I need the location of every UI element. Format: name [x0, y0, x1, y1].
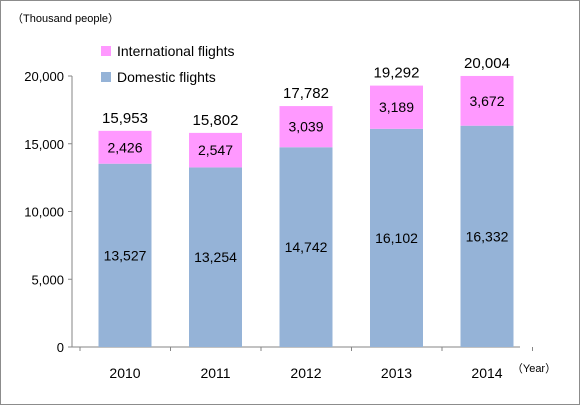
- x-tick-label: 2013: [381, 365, 412, 381]
- bar-segment-domestic: [98, 163, 152, 347]
- data-label-domestic: 16,332: [466, 228, 509, 244]
- data-label-international: 3,039: [288, 119, 323, 135]
- labels-group: 13,527 2,426 15,953 2010 13,254 2,547 15,802 20…: [102, 55, 510, 381]
- total-label: 15,802: [193, 112, 239, 129]
- x-tick-label: 2010: [109, 365, 140, 381]
- legend: International flights Domestic flights: [93, 37, 263, 93]
- legend-swatch-international: [101, 46, 111, 56]
- data-label-domestic: 13,254: [194, 249, 237, 265]
- bar-segment-international: [279, 106, 333, 148]
- y-tick-label: 10,000: [24, 205, 64, 220]
- total-label: 15,953: [102, 110, 148, 127]
- bars-group: [98, 75, 514, 347]
- y-tick-label: 5,000: [31, 272, 64, 287]
- x-tick-label: 2014: [471, 365, 502, 381]
- total-label: 19,292: [374, 65, 420, 82]
- bar-segment-domestic: [370, 128, 423, 347]
- y-tick-label: 0: [57, 340, 64, 355]
- data-label-international: 3,189: [379, 99, 414, 115]
- bar-segment-international: [370, 85, 423, 129]
- legend-swatch-domestic: [101, 72, 111, 82]
- x-tick-label: 2012: [290, 365, 321, 381]
- legend-label-domestic: Domestic flights: [117, 69, 216, 85]
- data-label-international: 3,672: [469, 93, 504, 109]
- x-axis-unit-label: （Year）: [512, 362, 556, 375]
- bar-segment-international: [460, 75, 514, 126]
- bar-segment-domestic: [189, 167, 242, 347]
- bar-segment-domestic: [279, 147, 333, 347]
- legend-box: [93, 37, 263, 93]
- data-label-domestic: 13,527: [104, 247, 147, 263]
- total-label: 20,004: [464, 55, 510, 72]
- y-axis-unit-label: （Thousand people）: [12, 12, 119, 25]
- y-tick-label: 15,000: [24, 137, 64, 152]
- data-label-international: 2,547: [198, 142, 233, 158]
- bar-segment-international: [98, 130, 152, 164]
- bar-segment-domestic: [460, 125, 514, 347]
- data-label-domestic: 14,742: [285, 239, 328, 255]
- data-label-international: 2,426: [107, 139, 142, 155]
- y-tick-label: 20,000: [24, 69, 64, 84]
- bar-segment-international: [189, 132, 242, 168]
- x-tick-label: 2011: [200, 365, 230, 381]
- legend-label-international: International flights: [117, 43, 235, 59]
- total-label: 17,782: [283, 85, 329, 102]
- data-label-domestic: 16,102: [375, 230, 418, 246]
